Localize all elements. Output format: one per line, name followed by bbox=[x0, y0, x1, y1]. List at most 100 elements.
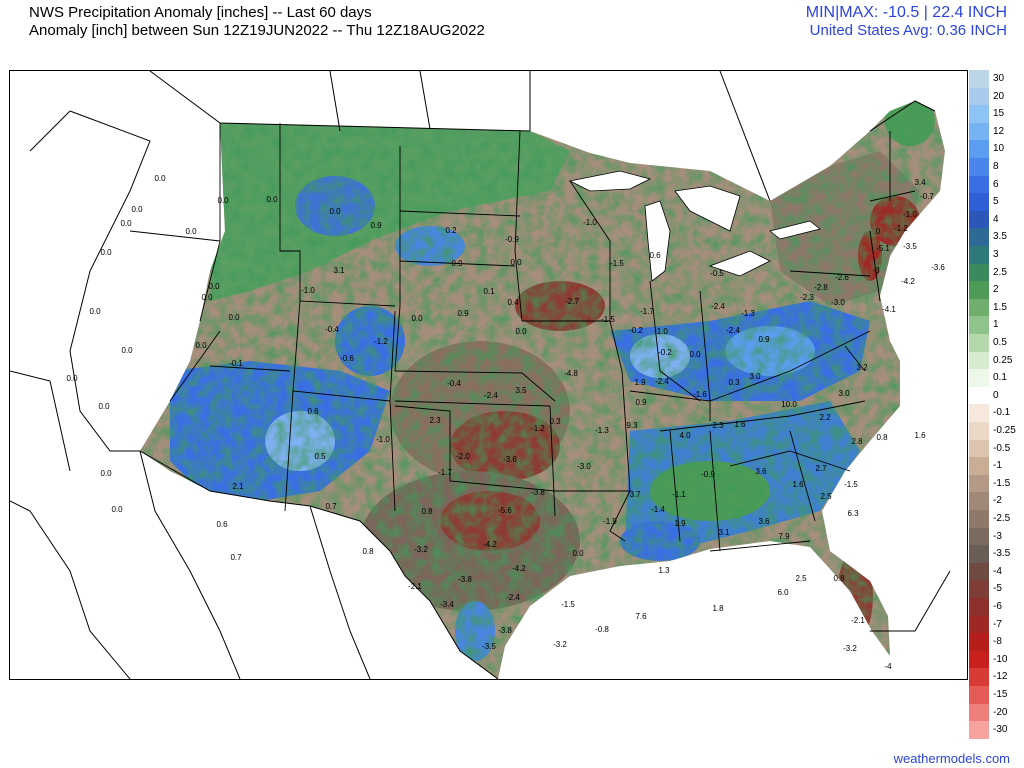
anomaly-value-label: 0.0 bbox=[515, 327, 527, 336]
legend-swatch bbox=[969, 510, 989, 529]
legend-label: 1.5 bbox=[993, 301, 1007, 313]
legend-swatch bbox=[969, 105, 989, 124]
title-line-1: NWS Precipitation Anomaly [inches] -- La… bbox=[29, 4, 372, 21]
anomaly-value-label: -3.2 bbox=[414, 545, 428, 554]
legend-swatch bbox=[969, 422, 989, 441]
anomaly-value-label: 0.8 bbox=[421, 507, 433, 516]
precipitation-anomaly-map[interactable]: 0.0 0.0 0.0 0.0 0.0 0.0 0.0 0.0 0.0 0.0 0.0 0.0 0.0 0… bbox=[9, 70, 968, 680]
title-line-2: Anomaly [inch] between Sun 12Z19JUN2022 … bbox=[29, 22, 485, 39]
anomaly-value-label: 3.2 bbox=[856, 363, 868, 372]
anomaly-value-label: 0.0 bbox=[329, 207, 341, 216]
anomaly-value-label: 0.9 bbox=[758, 335, 770, 344]
legend-label: -1.5 bbox=[993, 477, 1011, 489]
legend-swatch bbox=[969, 686, 989, 705]
legend-label: 0 bbox=[993, 389, 999, 401]
legend-swatch bbox=[969, 316, 989, 335]
legend-label: 6 bbox=[993, 178, 999, 190]
stats-panel: MIN|MAX: -10.5 | 22.4 INCH United States… bbox=[806, 4, 1007, 40]
anomaly-value-label: 6.3 bbox=[847, 509, 859, 518]
legend-swatch bbox=[969, 369, 989, 388]
map-canvas: 0.0 0.0 0.0 0.0 0.0 0.0 0.0 0.0 0.0 0.0 0.0 0.0 0.0 0… bbox=[10, 71, 967, 679]
anomaly-value-label: 3.7 bbox=[629, 490, 641, 499]
legend-label: -5 bbox=[993, 583, 1002, 595]
anomaly-value-label: 3.1 bbox=[333, 266, 345, 275]
anomaly-value-labels: 0.0 0.0 0.0 0.0 0.0 0.0 0.0 0.0 0.0 0.0 0.0 0.0 0.0 0… bbox=[66, 174, 945, 671]
legend-label: 4 bbox=[993, 213, 999, 225]
legend-swatch bbox=[969, 246, 989, 265]
source-credit[interactable]: weathermodels.com bbox=[893, 751, 1010, 766]
legend-swatch bbox=[969, 439, 989, 458]
legend-swatch bbox=[969, 122, 989, 141]
anomaly-value-label: -1.0 bbox=[583, 218, 597, 227]
legend-swatch bbox=[969, 281, 989, 300]
anomaly-value-label: 1.6 bbox=[792, 480, 804, 489]
anomaly-value-label: -2.4 bbox=[506, 593, 520, 602]
legend-label: -0.1 bbox=[993, 407, 1011, 419]
anomaly-value-label: -1.5 bbox=[844, 480, 858, 489]
anomaly-value-label: -0.7 bbox=[920, 192, 934, 201]
legend-label: -3.5 bbox=[993, 548, 1011, 560]
anomaly-value-label: -3.6 bbox=[931, 263, 945, 272]
anomaly-value-label: -3 bbox=[872, 266, 880, 275]
anomaly-value-label: 3.4 bbox=[914, 178, 926, 187]
anomaly-value-label: 6.0 bbox=[777, 588, 789, 597]
anomaly-value-label: 0.0 bbox=[411, 314, 423, 323]
anomaly-value-label: -1.2 bbox=[894, 224, 908, 233]
anomaly-value-label: -3.8 bbox=[531, 488, 545, 497]
anomaly-value-label: -4.8 bbox=[564, 369, 578, 378]
state-boundaries bbox=[129, 123, 916, 552]
anomaly-value-label: 9.3 bbox=[626, 421, 638, 430]
legend-swatch bbox=[969, 527, 989, 546]
legend-swatch bbox=[969, 492, 989, 511]
anomaly-value-label: 0.0 bbox=[208, 282, 220, 291]
anomaly-value-label: 2.3 bbox=[712, 421, 724, 430]
anomaly-value-label: -3.5 bbox=[482, 642, 496, 651]
anomaly-value-label: 0.0 bbox=[195, 341, 207, 350]
legend-swatch bbox=[969, 140, 989, 159]
anomaly-value-label: -0.5 bbox=[710, 269, 724, 278]
legend-label: -0.25 bbox=[993, 425, 1016, 436]
legend-swatch bbox=[969, 457, 989, 476]
anomaly-value-label: 2.8 bbox=[851, 437, 863, 446]
anomaly-value-label: -4.2 bbox=[901, 277, 915, 286]
anomaly-value-label: 0.9 bbox=[451, 259, 463, 268]
legend-swatch bbox=[969, 404, 989, 423]
anomaly-value-label: -2.0 bbox=[456, 452, 470, 461]
legend-label: 10 bbox=[993, 143, 1005, 155]
legend-swatch bbox=[969, 545, 989, 564]
legend-label: -30 bbox=[993, 724, 1008, 736]
anomaly-value-label: 0.7 bbox=[230, 553, 242, 562]
anomaly-value-label: -1.5 bbox=[561, 600, 575, 609]
legend-label: -0.5 bbox=[993, 442, 1011, 454]
anomaly-value-label: 1.6 bbox=[734, 420, 746, 429]
anomaly-value-label: -5.6 bbox=[498, 506, 512, 515]
anomaly-value-label: -1.2 bbox=[531, 424, 545, 433]
legend-swatch bbox=[969, 615, 989, 634]
anomaly-value-label: -1.7 bbox=[438, 468, 452, 477]
anomaly-value-label: 7.9 bbox=[778, 532, 790, 541]
anomaly-value-label: -0.4 bbox=[325, 325, 339, 334]
anomaly-value-label: 3.5 bbox=[515, 386, 527, 395]
anomaly-value-label: 3.1 bbox=[718, 528, 730, 537]
anomaly-value-label: -0.9 bbox=[701, 470, 715, 479]
anomaly-value-label: -1.5 bbox=[610, 259, 624, 268]
anomaly-value-label: 0.0 bbox=[689, 350, 701, 359]
anomaly-value-label: 1.9 bbox=[674, 519, 686, 528]
legend-label: 15 bbox=[993, 108, 1005, 120]
anomaly-value-label: 10.0 bbox=[781, 400, 797, 409]
legend-label: 0.5 bbox=[993, 337, 1007, 348]
anomaly-value-label: -3.4 bbox=[440, 600, 454, 609]
anomaly-value-label: -0.6 bbox=[340, 354, 354, 363]
anomaly-value-label: -1.0 bbox=[301, 286, 315, 295]
map-title: NWS Precipitation Anomaly [inches] -- La… bbox=[29, 4, 485, 40]
anomaly-value-label: 0.8 bbox=[362, 547, 374, 556]
anomaly-value-label: 7.6 bbox=[635, 612, 647, 621]
legend-label: 30 bbox=[993, 73, 1005, 84]
anomaly-value-label: -4.1 bbox=[882, 305, 896, 314]
anomaly-value-label: -1.0 bbox=[903, 210, 917, 219]
anomaly-value-label: -2.4 bbox=[484, 391, 498, 400]
legend-label: -1 bbox=[993, 460, 1002, 472]
great-lakes bbox=[568, 170, 821, 282]
anomaly-value-label: 0.0 bbox=[89, 307, 101, 316]
anomaly-value-label: 0.0 bbox=[66, 374, 78, 383]
